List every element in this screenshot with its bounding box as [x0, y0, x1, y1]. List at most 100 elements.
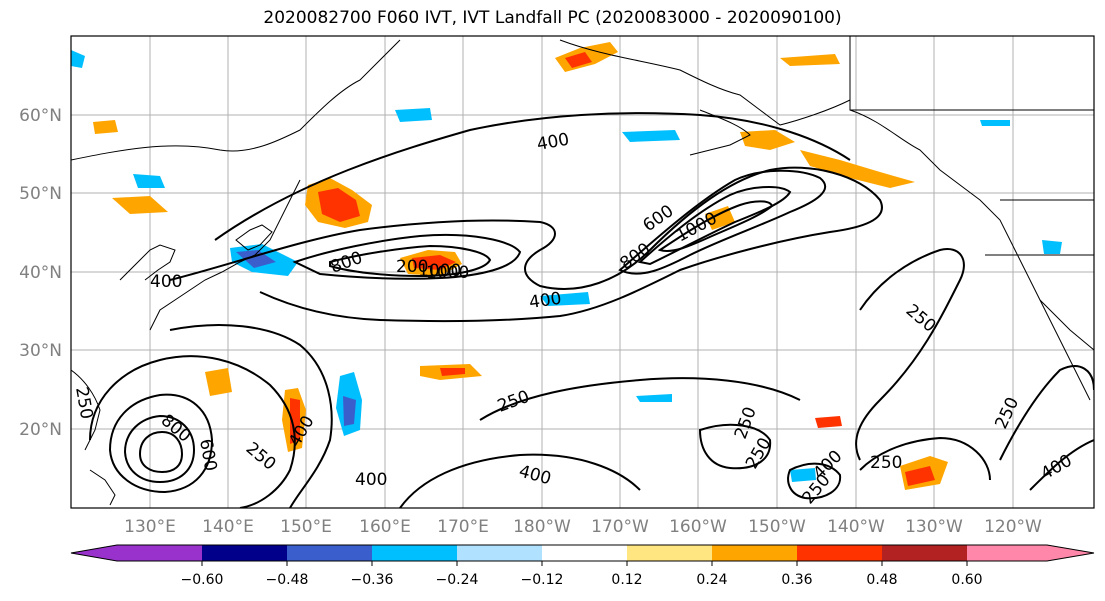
ivt-contour-800 [329, 244, 492, 278]
pc-negative-area [622, 130, 680, 142]
ivt-contour-250 [999, 365, 1094, 461]
pc-positive-area [112, 196, 168, 214]
lon-label: 160°W [669, 517, 727, 537]
lat-label: 40°N [19, 263, 62, 283]
contour-label: 200 [396, 257, 428, 277]
contour-label: 250 [870, 453, 902, 473]
ivt-contour-250 [214, 112, 851, 241]
colorbar-segment [457, 545, 542, 561]
colorbar-tick: 0.12 [611, 572, 642, 588]
contour-label: 400 [355, 470, 387, 490]
pc-positive-area [565, 52, 592, 68]
ivt-contour-800 [637, 185, 792, 266]
colorbar-tick: −0.24 [436, 572, 479, 588]
colorbar-segment [202, 545, 287, 561]
pc-positive-area [780, 54, 840, 66]
pc-positive-area [318, 188, 360, 222]
ivt-contour-400 [169, 324, 333, 508]
pc-positive-area [905, 466, 935, 486]
lon-label: 120°W [984, 517, 1042, 537]
colorbar-tick: 0.48 [866, 572, 897, 588]
lon-label: 140°E [202, 517, 254, 537]
lon-label: 170°E [437, 517, 489, 537]
colorbar-tick: −0.12 [521, 572, 564, 588]
colorbar-segment [712, 545, 797, 561]
ivt-contour-400 [787, 462, 842, 500]
map-frame [70, 35, 1095, 509]
ivt-contour-400 [108, 393, 214, 494]
ivt-contour-1000 [657, 200, 774, 252]
pc-positive-area [93, 120, 118, 134]
ivt-contour-250 [479, 377, 801, 421]
ivt-contours [89, 112, 1094, 508]
lon-label: 180°W [513, 517, 571, 537]
lon-label: 160°E [359, 517, 411, 537]
colorbar-segment [117, 545, 202, 561]
ivt-contour-400 [1029, 439, 1094, 491]
colorbar: −0.60 −0.48 −0.36 −0.24 −0.12 0.12 0.24 … [70, 544, 1095, 588]
pc-negative-area [1042, 240, 1062, 254]
ivt-contour-250 [698, 423, 772, 470]
colorbar-segment [627, 545, 712, 561]
pc-negative-area [71, 50, 85, 68]
ivt-contour-250 [89, 355, 296, 508]
gridlines [71, 36, 1094, 508]
contour-label: 400 [528, 289, 563, 313]
coastlines [71, 36, 1094, 506]
colorbar-segment [372, 545, 457, 561]
ivt-contour-600 [618, 169, 827, 275]
contour-label: 400 [150, 272, 182, 292]
pc-positive-area [740, 130, 795, 150]
colorbar-segment [1047, 545, 1094, 561]
pc-shading [71, 42, 1062, 490]
pc-negative-area [636, 394, 672, 402]
pc-negative-area [395, 108, 432, 122]
colorbar-segment [287, 545, 372, 561]
ivt-contour-400 [169, 166, 883, 323]
pc-positive-area [440, 368, 465, 376]
pc-positive-area [800, 150, 915, 188]
lat-label: 60°N [19, 106, 62, 126]
lat-labels: 60°N 50°N 40°N 30°N 20°N [19, 106, 62, 440]
pc-negative-area [980, 120, 1010, 126]
colorbar-segment [797, 545, 882, 561]
colorbar-tick: 0.36 [781, 572, 812, 588]
lon-label: 130°W [905, 517, 963, 537]
colorbar-tick: 0.24 [696, 572, 727, 588]
lon-label: 130°E [124, 517, 176, 537]
colorbar-tick: −0.48 [266, 572, 309, 588]
colorbar-segment [882, 545, 967, 561]
lon-label: 150°W [748, 517, 806, 537]
lon-label: 150°E [280, 517, 332, 537]
lat-label: 30°N [19, 341, 62, 361]
pc-positive-area [705, 206, 735, 230]
colorbar-segment [71, 545, 117, 561]
colorbar-segment [542, 545, 627, 561]
pc-negative-area [540, 292, 590, 306]
map-title: 2020082700 F060 IVT, IVT Landfall PC (20… [263, 8, 842, 28]
colorbar-tick: −0.60 [181, 572, 224, 588]
pc-negative-area [133, 174, 165, 188]
ivt-contour-400 [399, 453, 641, 508]
lat-label: 50°N [19, 184, 62, 204]
ivt-contour-250 [859, 436, 991, 481]
colorbar-tick: 0.60 [951, 572, 982, 588]
ivt-contour-600 [123, 414, 196, 484]
contour-label: 1000 [418, 261, 461, 281]
pc-positive-area [815, 416, 842, 428]
pc-negative-area [790, 468, 816, 482]
pc-positive-area [205, 368, 232, 396]
lon-label: 140°W [827, 517, 885, 537]
pc-negative-area [343, 396, 356, 426]
contour-label: 1000 [426, 263, 469, 283]
colorbar-tick: −0.36 [351, 572, 394, 588]
lon-label: 170°W [591, 517, 649, 537]
lat-label: 20°N [19, 420, 62, 440]
pc-positive-area [412, 255, 456, 270]
lon-labels: 130°E 140°E 150°E 160°E 170°E 180°W 170°… [124, 517, 1042, 537]
ivt-contour-600 [292, 233, 522, 280]
pc-positive-area [290, 398, 300, 444]
pc-negative-area [236, 250, 276, 268]
ivt-contour-250 [855, 248, 965, 461]
ivt-contour-800 [138, 430, 184, 474]
